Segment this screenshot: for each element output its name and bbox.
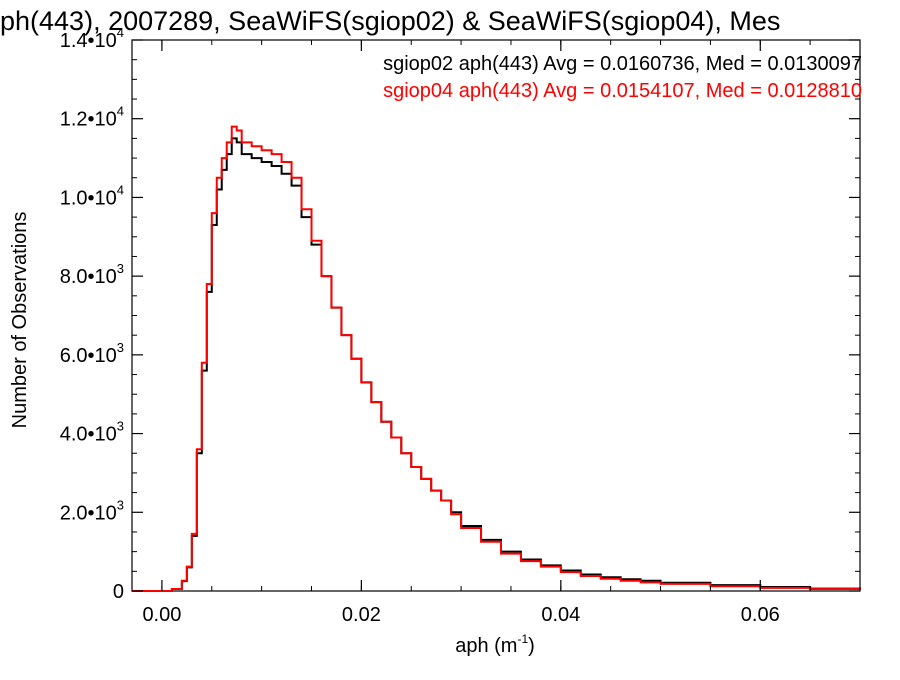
series-layer bbox=[132, 125, 861, 592]
x-axis-label: aph (m-1) bbox=[455, 632, 535, 657]
y-tick-label: 8.0•103 bbox=[60, 261, 124, 288]
x-tick-label: 0.04 bbox=[541, 604, 580, 626]
y-axis-ticks: 0 2.0•103 4.0•103 6.0•103 8.0•103 1.0•104 1.2•… bbox=[60, 25, 860, 603]
x-axis-ticks: 0.00 0.02 0.04 0.06 bbox=[142, 40, 861, 626]
y-tick-label: 0 bbox=[113, 581, 124, 603]
x-axis-label-suffix: ) bbox=[528, 635, 535, 657]
chart-title: ph(443), 2007289, SeaWiFS(sgiop02) & Sea… bbox=[0, 6, 780, 36]
y-tick-label: 1.2•104 bbox=[60, 104, 124, 131]
x-tick-label: 0.06 bbox=[741, 604, 780, 626]
x-tick-label: 0.00 bbox=[142, 604, 181, 626]
plot-border bbox=[131, 39, 861, 592]
legend-entry-sgiop02: sgiop02 aph(443) Avg = 0.0160736, Med = … bbox=[383, 53, 862, 75]
y-tick-label: 6.0•103 bbox=[60, 340, 124, 367]
x-axis-label-main: aph (m bbox=[455, 635, 517, 657]
y-tick-label: 1.0•104 bbox=[60, 182, 124, 209]
legend-entry-sgiop04: sgiop04 aph(443) Avg = 0.0154107, Med = … bbox=[383, 80, 862, 102]
y-axis-label: Number of Observations bbox=[9, 212, 31, 429]
x-axis-label-superscript: -1 bbox=[517, 632, 528, 646]
y-tick-label: 1.4•104 bbox=[60, 25, 124, 52]
plot-frame bbox=[131, 39, 861, 592]
x-tick-label: 0.02 bbox=[342, 604, 381, 626]
series-line-sgiop04 bbox=[132, 125, 861, 592]
series-line-sgiop02 bbox=[132, 137, 861, 592]
y-tick-label: 2.0•103 bbox=[60, 497, 124, 524]
y-tick-label: 4.0•103 bbox=[60, 419, 124, 446]
